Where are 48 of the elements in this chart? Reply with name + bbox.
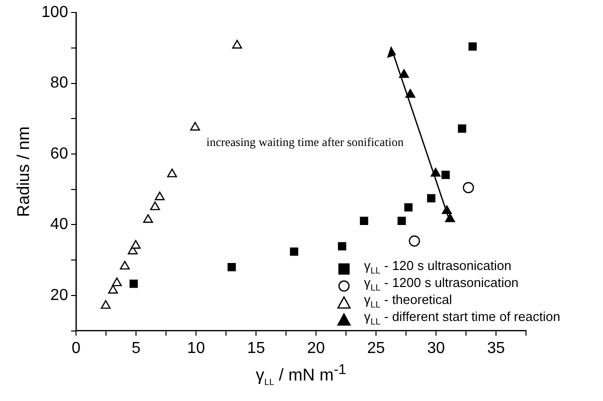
point (232, 40, 242, 49)
point (128, 246, 138, 254)
point (398, 216, 406, 225)
point (112, 277, 122, 286)
x-tick-label: 25 (367, 340, 386, 357)
point (404, 203, 413, 212)
point (130, 240, 141, 249)
point (190, 122, 200, 131)
y-tick-label: 20 (50, 286, 68, 304)
point (441, 170, 450, 180)
point (468, 42, 477, 51)
legend-label: γ$_{LL}$ - different start time of reaction (364, 308, 560, 329)
point (360, 216, 368, 225)
point (143, 214, 154, 223)
point (150, 201, 160, 210)
point (108, 284, 118, 294)
x-axis-title: γ$_{LL}$ / mN m$^{-1}$ (254, 362, 348, 388)
point (130, 280, 138, 288)
y-tick-label: 40 (50, 216, 68, 234)
point (167, 168, 178, 178)
legend-label: γ$_{LL}$ - 1200 s ultrasonication (364, 275, 519, 293)
point (338, 242, 346, 250)
point (408, 235, 420, 247)
x-tick-label: 35 (487, 340, 506, 357)
point (405, 89, 416, 98)
point (430, 168, 441, 177)
x-tick-label: 20 (307, 340, 326, 357)
y-tick-label: 60 (50, 145, 68, 162)
point (399, 69, 409, 78)
point (290, 247, 298, 256)
x-tick-label: 15 (247, 340, 266, 357)
point (100, 300, 111, 309)
point (427, 194, 436, 202)
point (228, 263, 236, 272)
point (120, 260, 130, 270)
y-tick-label: 80 (50, 74, 68, 92)
legend-label: γ$_{LL}$ - theoretical (364, 292, 452, 310)
y-tick-label: 100 (41, 4, 68, 22)
annotation: increasing waiting time after sonification (206, 135, 404, 150)
y-axis-title: Radius / nm (14, 126, 33, 218)
legend-label: γ$_{LL}$ - 120 s ultrasonication (364, 258, 512, 276)
point (458, 124, 466, 133)
point (462, 182, 474, 194)
x-tick-label: 5 (132, 340, 141, 357)
x-tick-label: 10 (187, 340, 206, 357)
point (154, 192, 165, 200)
x-tick-label: 30 (427, 340, 446, 357)
x-tick-label: 0 (72, 340, 81, 357)
